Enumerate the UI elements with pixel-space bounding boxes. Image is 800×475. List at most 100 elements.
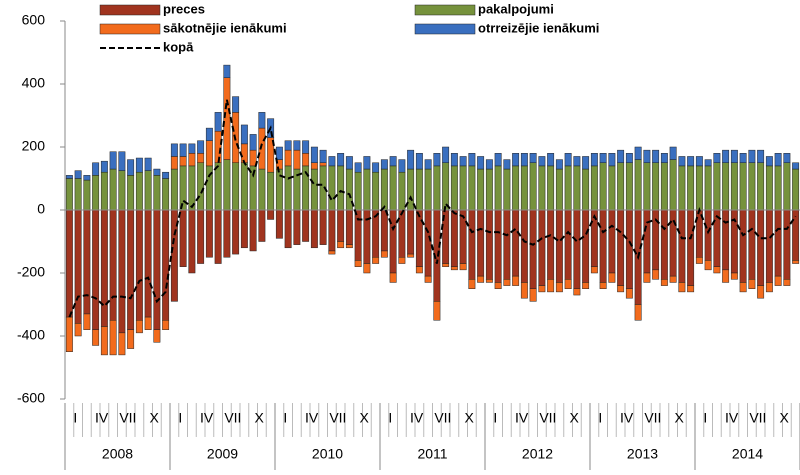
bar: [83, 179, 91, 211]
bar: [512, 153, 520, 167]
bar: [240, 124, 248, 145]
bar: [529, 162, 537, 211]
bar: [179, 143, 187, 157]
bar: [520, 209, 528, 283]
bar: [783, 162, 791, 211]
bar: [442, 263, 450, 267]
bar: [687, 285, 695, 293]
bar: [302, 153, 310, 167]
bar: [258, 112, 266, 129]
bar: [319, 209, 327, 245]
bar: [179, 209, 187, 267]
x-tick-label: X: [779, 410, 789, 426]
bar: [92, 175, 100, 211]
bar: [477, 275, 485, 283]
bar: [573, 288, 581, 296]
bar: [459, 156, 467, 167]
bar: [372, 162, 380, 173]
x-tick-label: X: [254, 410, 264, 426]
bar: [144, 170, 152, 211]
bar: [494, 282, 502, 290]
bar: [433, 301, 441, 321]
y-tick-label: -600: [17, 390, 45, 406]
bar: [678, 282, 686, 293]
bar: [582, 282, 590, 290]
bar: [485, 159, 493, 170]
bar: [223, 64, 231, 78]
x-tick-label: IV: [305, 410, 319, 426]
bar: [337, 153, 345, 167]
year-label: 2014: [732, 446, 763, 462]
bar: [205, 127, 213, 141]
legend-label: otrreizējie ienākumi: [478, 20, 599, 35]
bar: [127, 175, 135, 211]
bar: [757, 209, 765, 286]
x-tick-label: VII: [644, 410, 661, 426]
bar: [372, 257, 380, 264]
bar: [713, 162, 721, 211]
bar: [669, 275, 677, 283]
bar: [179, 156, 187, 167]
y-tick-label: 400: [22, 75, 46, 91]
bar: [660, 209, 668, 280]
bar: [380, 159, 388, 170]
bar: [258, 209, 266, 242]
bar: [162, 171, 170, 179]
bar: [765, 156, 773, 167]
x-tick-label: VII: [224, 410, 241, 426]
bar: [722, 149, 730, 163]
year-label: 2012: [522, 446, 553, 462]
bar: [599, 153, 607, 164]
bar: [354, 162, 362, 173]
bar: [205, 209, 213, 258]
x-tick-label: X: [359, 410, 369, 426]
bar: [485, 279, 493, 283]
x-tick-label: I: [73, 410, 77, 426]
x-tick-label: I: [703, 410, 707, 426]
bar: [319, 149, 327, 163]
y-tick-label: -400: [17, 327, 45, 343]
bar: [547, 279, 555, 293]
bar: [765, 165, 773, 211]
x-tick-label: IV: [620, 410, 634, 426]
bar: [144, 316, 152, 330]
bar: [345, 168, 353, 211]
bar: [127, 329, 135, 349]
bar: [503, 168, 511, 211]
bar: [109, 320, 117, 356]
bar: [617, 285, 625, 293]
bar: [477, 209, 485, 277]
bar: [363, 168, 371, 211]
bar: [424, 275, 432, 283]
bar: [214, 112, 222, 132]
bar: [389, 156, 397, 167]
bar: [162, 320, 170, 330]
bar: [354, 171, 362, 211]
bar: [503, 159, 511, 170]
bar: [573, 165, 581, 211]
bar: [617, 162, 625, 211]
bar: [660, 153, 668, 164]
bar: [774, 209, 782, 277]
bar: [590, 165, 598, 211]
bar: [564, 209, 572, 280]
bar: [485, 209, 493, 280]
bar: [415, 209, 423, 267]
bar: [214, 131, 222, 163]
bar: [214, 162, 222, 211]
bar: [713, 266, 721, 274]
bar: [643, 149, 651, 163]
bar: [512, 275, 520, 286]
bar: [284, 209, 292, 249]
bar: [564, 153, 572, 167]
bar: [293, 209, 301, 245]
bar: [765, 282, 773, 293]
bar: [564, 279, 572, 289]
x-tick-label: VII: [434, 410, 451, 426]
bar: [118, 170, 126, 211]
bar: [328, 250, 336, 255]
year-label: 2013: [627, 446, 658, 462]
bar: [240, 162, 248, 211]
bar: [135, 320, 143, 334]
bar: [739, 209, 747, 283]
